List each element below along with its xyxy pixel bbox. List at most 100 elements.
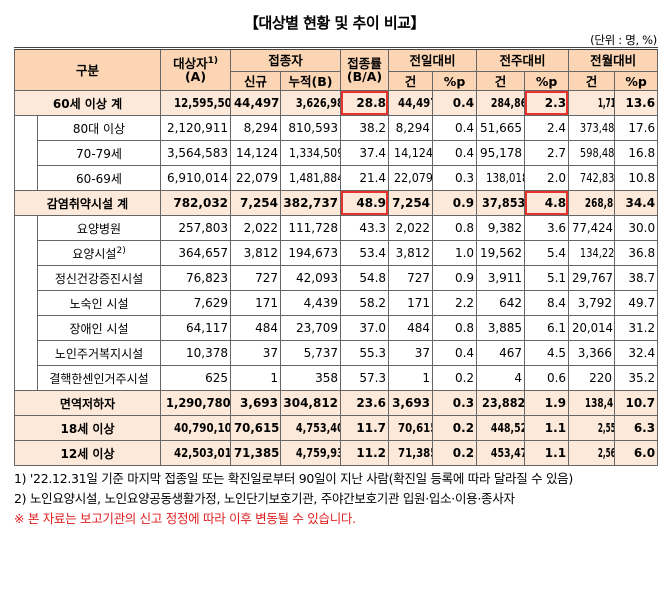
value-text: 742,830 bbox=[579, 171, 615, 185]
notes: 1) '22.12.31일 기준 마지막 접종일 또는 확진일로부터 90일이 … bbox=[14, 470, 659, 528]
value-text: 19,562 bbox=[480, 246, 523, 260]
value-cell: 76,823 bbox=[160, 265, 232, 291]
label-wrap: 노숙인 시설 bbox=[70, 295, 129, 312]
label-wrap: 정신건강증진시설 bbox=[55, 270, 143, 287]
value-text: 12,595,508 bbox=[174, 96, 230, 110]
value-cell: 32.4 bbox=[614, 340, 659, 366]
label-wrap: 노인주거복지시설 bbox=[55, 345, 143, 362]
value-cell: 2,560,206 bbox=[568, 440, 616, 466]
value-cell: 70,615 bbox=[230, 415, 282, 441]
value-cell: 11.7 bbox=[340, 415, 390, 441]
value-cell: 16.8 bbox=[614, 140, 659, 166]
value-text: 4,759,932 bbox=[295, 446, 340, 460]
value-cell: 7,629 bbox=[160, 290, 232, 316]
stats-table: 구분 대상자1) (A) 접종자 접종률 (B/A) 전일대비 전주대비 전월대비 신규 누적(B)… bbox=[13, 47, 659, 466]
value-text: 1.1 bbox=[544, 446, 567, 460]
label-text: 장애인 시설 bbox=[69, 321, 129, 336]
value-cell: 453,472 bbox=[476, 440, 526, 466]
value-cell: 171 bbox=[388, 290, 434, 316]
value-cell: 5.4 bbox=[524, 240, 570, 266]
value-text: 467 bbox=[499, 346, 523, 360]
value-cell: 1,290,780 bbox=[160, 390, 232, 416]
value-cell: 58.2 bbox=[340, 290, 390, 316]
value-text: 0.2 bbox=[452, 421, 475, 435]
value-cell: 268,811 bbox=[568, 190, 616, 216]
value-cell: 22,079 bbox=[230, 165, 282, 191]
label-text: 60세 이상 계 bbox=[52, 96, 123, 111]
value-text: 8,294 bbox=[395, 121, 431, 135]
header-cell: %p bbox=[614, 71, 659, 91]
value-cell: 38.7 bbox=[614, 265, 659, 291]
header-text: (B/A) bbox=[346, 69, 383, 84]
value-cell: 304,812 bbox=[280, 390, 342, 416]
value-text: 304,812 bbox=[283, 396, 339, 410]
value-cell: 364,657 bbox=[160, 240, 232, 266]
value-text: 6.0 bbox=[633, 446, 656, 460]
item-row: 노숙인 시설 7,629 171 4,439 58.2 171 2.2 642 8.4 3,792… bbox=[15, 290, 659, 316]
value-cell: 3,885 bbox=[476, 315, 526, 341]
value-text: 42,503,011 bbox=[174, 446, 230, 460]
value-cell: 36.8 bbox=[614, 240, 659, 266]
value-text: 37 bbox=[414, 346, 431, 360]
value-cell: 0.4 bbox=[432, 90, 478, 116]
header-cell: 건 bbox=[568, 71, 616, 91]
value-text: 38.7 bbox=[628, 271, 656, 285]
value-cell: 138,018 bbox=[476, 165, 526, 191]
value-text: 284,861 bbox=[490, 96, 524, 110]
value-text: 48.9 bbox=[356, 196, 387, 210]
value-text: 2.4 bbox=[546, 121, 567, 135]
value-text: 1,290,780 bbox=[165, 396, 231, 410]
value-cell: 382,737 bbox=[280, 190, 342, 216]
value-cell: 38.2 bbox=[340, 115, 390, 141]
label-text: 80대 이상 bbox=[72, 121, 126, 136]
value-cell: 64,117 bbox=[160, 315, 232, 341]
value-cell: 220 bbox=[568, 365, 616, 391]
value-text: 3,564,583 bbox=[166, 146, 229, 160]
header-text: %p bbox=[443, 73, 466, 89]
value-text: 20,014 bbox=[572, 321, 614, 335]
title: 【대상별 현황 및 추이 비교】 bbox=[244, 14, 425, 32]
value-text: 22,079 bbox=[236, 171, 279, 185]
value-cell: 6.3 bbox=[614, 415, 659, 441]
item-row: 결핵한센인거주시설 625 1 358 57.3 1 0.2 4 0.6 220 35.2 bbox=[15, 365, 659, 391]
value-cell: 134,228 bbox=[568, 240, 616, 266]
header-text: 전주대비 bbox=[499, 53, 546, 68]
value-cell: 0.2 bbox=[432, 415, 478, 441]
footnote-text: '22.12.31일 기준 마지막 접종일 또는 확진일로부터 90일이 지난 … bbox=[29, 471, 573, 486]
value-cell: 37 bbox=[388, 340, 434, 366]
footnote-mark: 2) bbox=[14, 491, 27, 506]
item-row: 정신건강증진시설 76,823 727 42,093 54.8 727 0.9 3,911 5.… bbox=[15, 265, 659, 291]
value-cell: 54.8 bbox=[340, 265, 390, 291]
header-text: 구분 bbox=[76, 62, 100, 78]
header-cell: 전일대비 bbox=[388, 47, 478, 72]
label-text: 감염취약시설 계 bbox=[46, 196, 129, 211]
header-cell: 누적(B) bbox=[280, 71, 342, 91]
value-cell: 8.4 bbox=[524, 290, 570, 316]
value-text: 22,079 bbox=[394, 171, 433, 185]
value-cell: 37 bbox=[230, 340, 282, 366]
value-cell: 42,093 bbox=[280, 265, 342, 291]
value-cell: 11.2 bbox=[340, 440, 390, 466]
value-text: 0.8 bbox=[454, 321, 475, 335]
value-cell: 37.4 bbox=[340, 140, 390, 166]
value-text: 2.3 bbox=[544, 96, 567, 110]
value-cell: 727 bbox=[388, 265, 434, 291]
value-cell: 9,382 bbox=[476, 215, 526, 241]
item-row: 장애인 시설 64,117 484 23,709 37.0 484 0.8 3,885 6.1 2… bbox=[15, 315, 659, 341]
row-label: 장애인 시설 bbox=[36, 315, 162, 341]
value-text: 194,673 bbox=[288, 246, 339, 260]
value-cell: 1.9 bbox=[524, 390, 570, 416]
value-text: 23.6 bbox=[356, 396, 387, 410]
value-cell: 23.6 bbox=[340, 390, 390, 416]
value-text: 34.4 bbox=[625, 196, 656, 210]
row-label: 노인주거복지시설 bbox=[36, 340, 162, 366]
value-text: 28.8 bbox=[356, 96, 387, 110]
value-cell: 6,910,014 bbox=[160, 165, 232, 191]
value-text: 782,032 bbox=[173, 196, 229, 210]
header-text: 접종률 bbox=[347, 56, 382, 71]
header-cell: %p bbox=[524, 71, 570, 91]
value-cell: 1,334,509 bbox=[280, 140, 342, 166]
table-body: 60세 이상 계12,595,50844,4973,626,98628.844,… bbox=[13, 90, 659, 466]
value-cell: 4.8 bbox=[524, 190, 570, 216]
header-text: %p bbox=[625, 73, 647, 89]
